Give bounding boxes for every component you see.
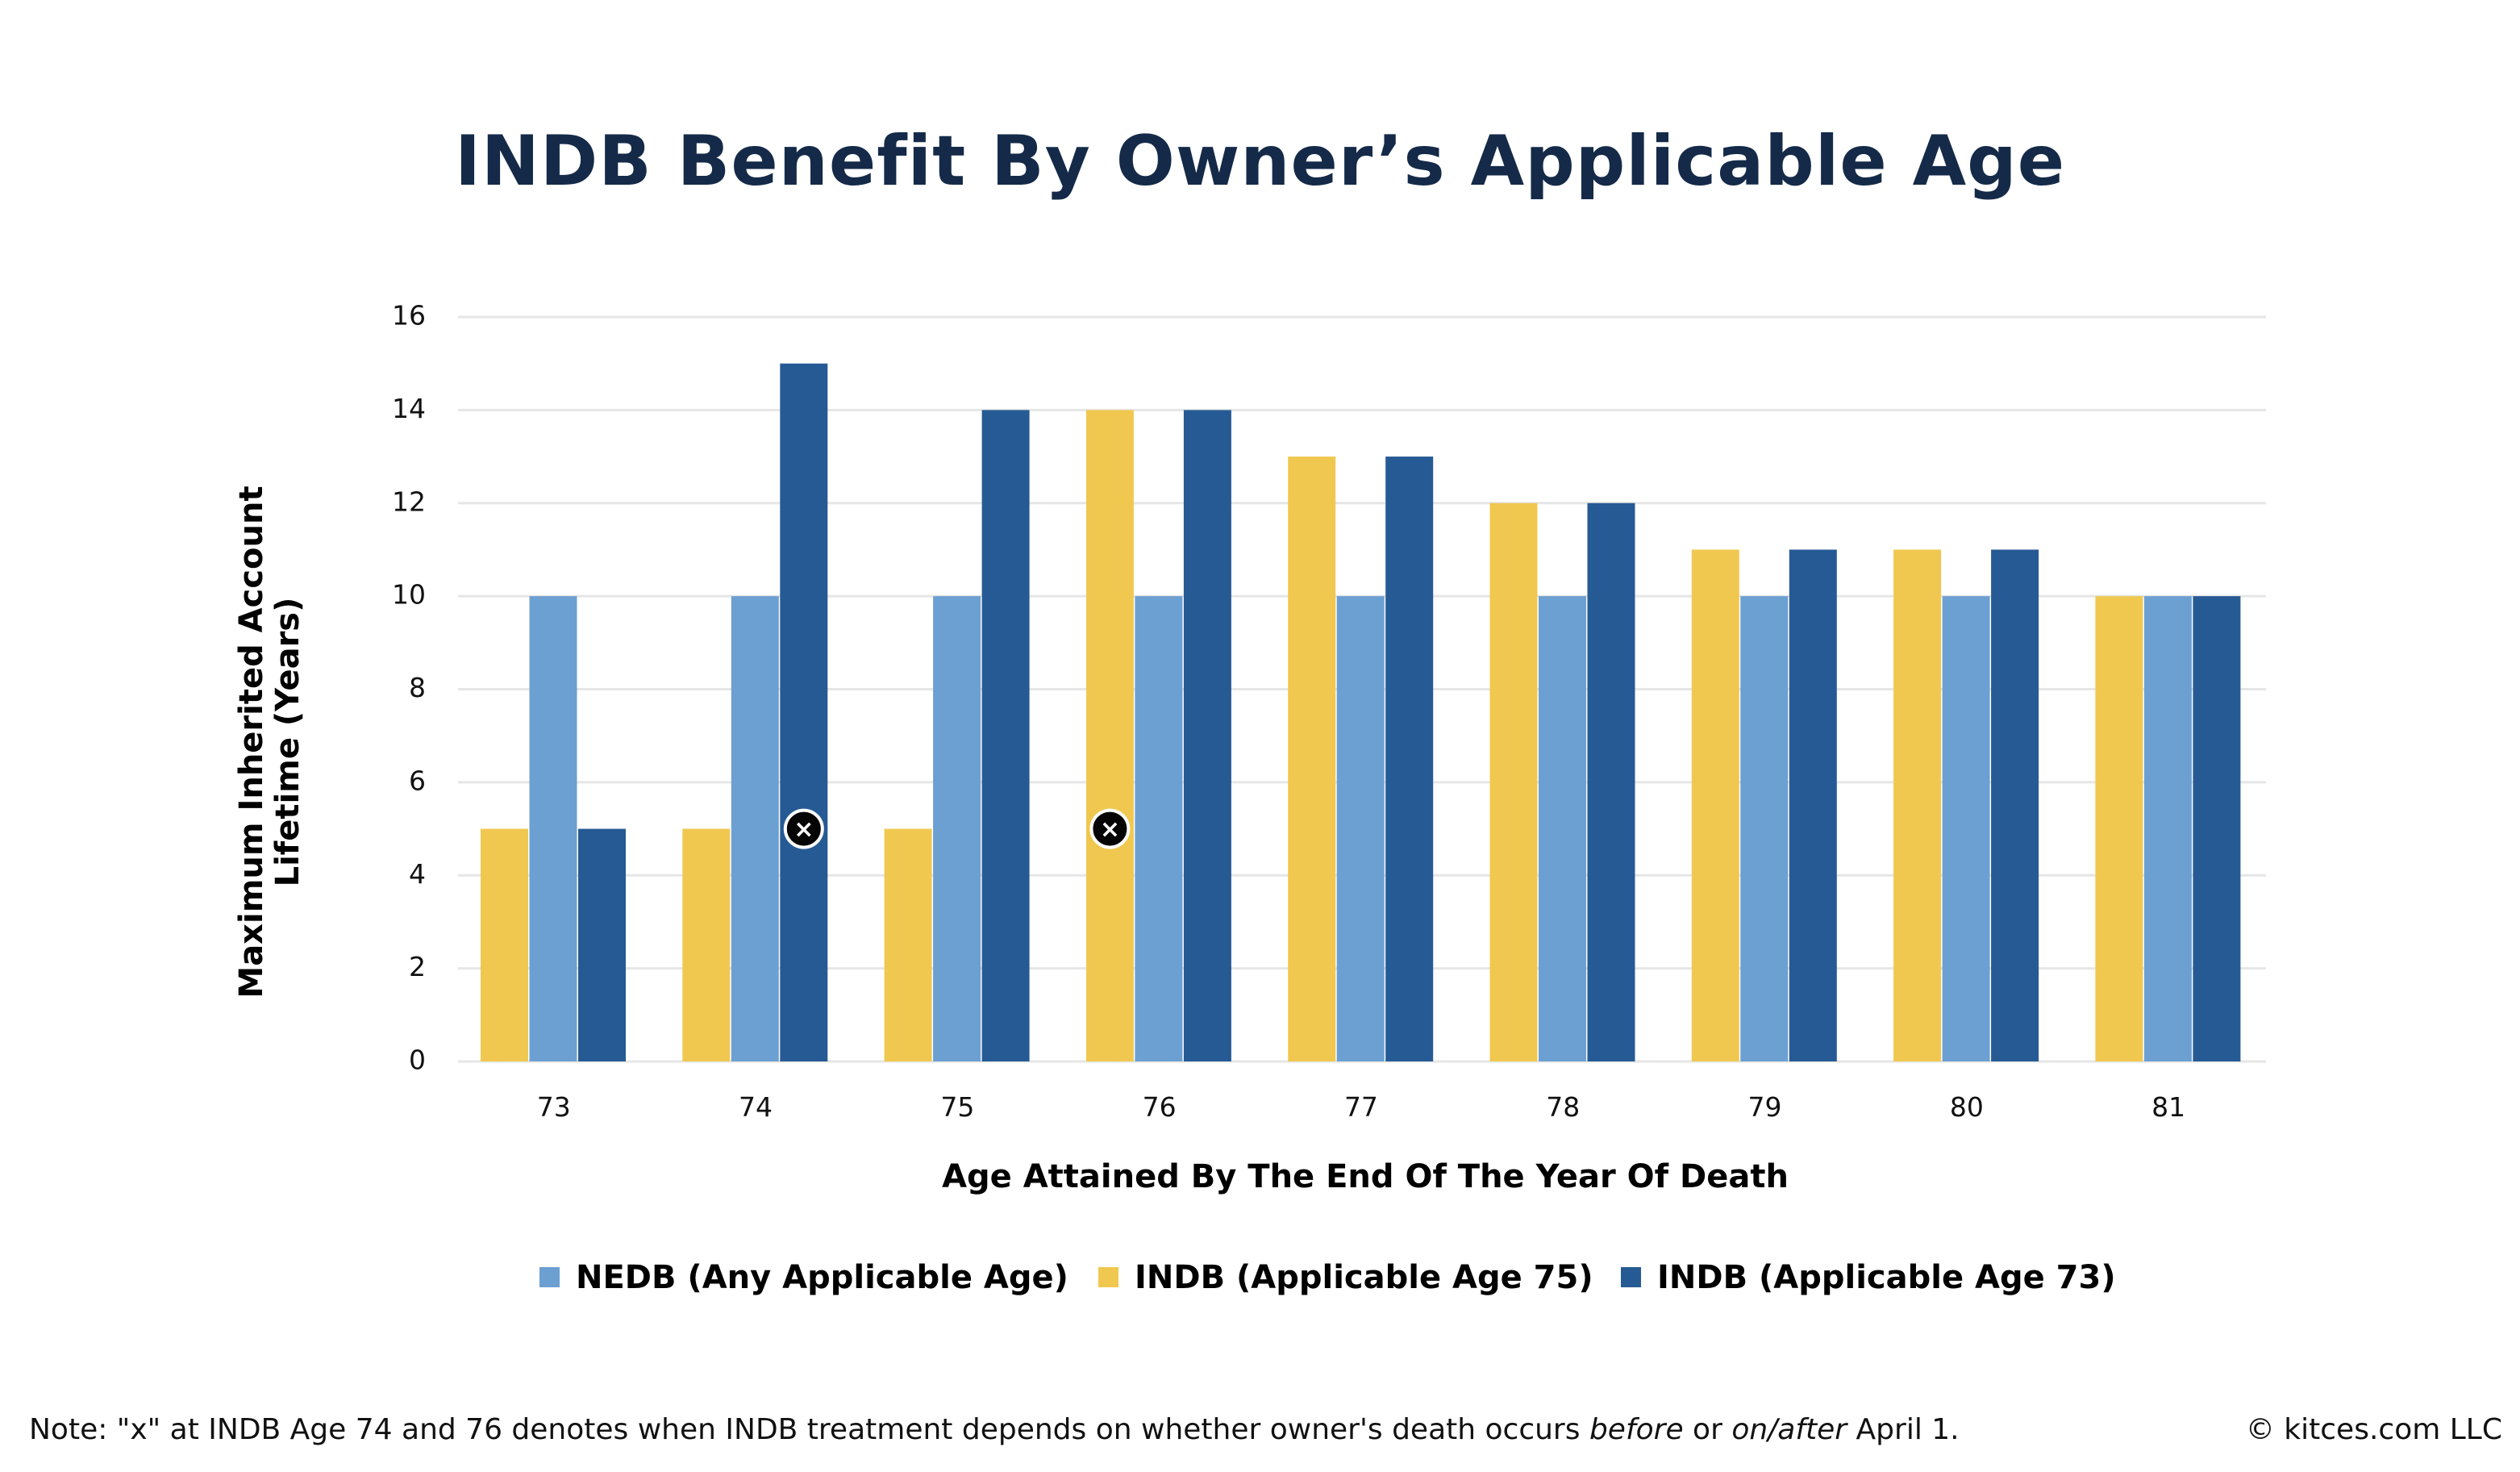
bar-nedb-any-applicable-age-76 [1135, 596, 1183, 1061]
bar-indb-applicable-age-73-75 [981, 410, 1030, 1061]
bar-indb-applicable-age-73-77 [1385, 457, 1434, 1061]
footnote: Note: "x" at INDB Age 74 and 76 denotes … [29, 1413, 1960, 1446]
x-tick-label: 75 [940, 1091, 974, 1123]
x-tick-label: 80 [1950, 1091, 1984, 1123]
y-tick-label: 4 [409, 858, 426, 890]
y-axis-label-line-2: Lifetime (Years) [269, 598, 306, 887]
bar-indb-applicable-age-75-81 [2095, 596, 2143, 1061]
x-marker-age-76: × [1089, 808, 1131, 849]
x-tick-label: 74 [739, 1091, 773, 1123]
x-axis-label: Age Attained By The End Of The Year Of D… [942, 1158, 1789, 1195]
annotation-markers: × × [783, 808, 1131, 849]
bar-indb-applicable-age-75-78 [1489, 502, 1538, 1061]
chart-title: INDB Benefit By Owner’s Applicable Age [454, 121, 2066, 202]
bar-indb-applicable-age-75-76 [1085, 410, 1134, 1061]
legend-item: NEDB (Any Applicable Age) [539, 1259, 1068, 1296]
bar-indb-applicable-age-73-80 [1991, 549, 2039, 1061]
bar-nedb-any-applicable-age-73 [529, 596, 577, 1061]
y-axis-label-line-1: Maximum Inherited Account [233, 486, 270, 998]
copyright-credit: © kitces.com LLC [2245, 1413, 2502, 1446]
footnote-text: or [1683, 1413, 1732, 1446]
legend-swatch [1621, 1267, 1641, 1287]
legend-label: INDB (Applicable Age 75) [1135, 1259, 1593, 1296]
bar-nedb-any-applicable-age-75 [933, 596, 981, 1061]
legend-swatch [1098, 1267, 1118, 1287]
y-tick-label: 6 [409, 765, 426, 796]
bar-indb-applicable-age-73-81 [2193, 596, 2241, 1061]
bar-indb-applicable-age-73-74 [780, 363, 828, 1061]
bar-indb-applicable-age-75-79 [1691, 549, 1739, 1061]
y-tick-label: 10 [392, 579, 426, 611]
bar-nedb-any-applicable-age-78 [1539, 596, 1586, 1061]
legend-label: INDB (Applicable Age 73) [1657, 1259, 2116, 1296]
bar-indb-applicable-age-75-80 [1893, 549, 1942, 1061]
bar-indb-applicable-age-75-77 [1288, 457, 1336, 1061]
y-tick-label: 2 [409, 951, 426, 982]
x-marker-age-74: × [783, 808, 824, 849]
bars [481, 363, 2241, 1061]
y-tick-label: 12 [392, 486, 426, 517]
footnote-emphasis: before [1589, 1413, 1684, 1446]
bar-indb-applicable-age-75-73 [481, 828, 528, 1061]
x-tick-label: 79 [1748, 1091, 1782, 1123]
x-tick-label: 76 [1143, 1091, 1177, 1123]
bar-nedb-any-applicable-age-74 [731, 596, 779, 1061]
x-tick-label: 73 [537, 1091, 571, 1123]
bar-nedb-any-applicable-age-77 [1336, 596, 1385, 1061]
bar-indb-applicable-age-73-79 [1789, 549, 1837, 1061]
y-tick-label: 14 [392, 393, 426, 424]
legend-label: NEDB (Any Applicable Age) [576, 1259, 1068, 1296]
footnote-text: April 1. [1847, 1413, 1960, 1446]
legend-item: INDB (Applicable Age 75) [1098, 1259, 1593, 1296]
close-x-icon: × [793, 815, 814, 844]
bar-nedb-any-applicable-age-81 [2143, 596, 2192, 1061]
bar-indb-applicable-age-73-73 [578, 828, 626, 1061]
bar-indb-applicable-age-73-76 [1183, 410, 1231, 1061]
marker-circle [1089, 808, 1131, 849]
x-tick-label: 78 [1546, 1091, 1580, 1123]
close-x-icon: × [1100, 815, 1120, 844]
x-axis-ticks: 73 74 75 76 77 78 79 80 81 [537, 1091, 2185, 1123]
legend-item: INDB (Applicable Age 73) [1621, 1259, 2116, 1296]
y-tick-label: 0 [409, 1045, 426, 1076]
y-axis-ticks: 0 2 4 6 8 10 12 14 16 [392, 300, 426, 1076]
footnote-emphasis: on/after [1731, 1413, 1847, 1446]
x-tick-label: 77 [1344, 1091, 1378, 1123]
y-tick-label: 8 [409, 672, 426, 703]
legend-swatch [539, 1267, 560, 1287]
legend: NEDB (Any Applicable Age) INDB (Applicabl… [539, 1259, 2116, 1296]
bar-nedb-any-applicable-age-79 [1740, 596, 1789, 1061]
bar-indb-applicable-age-75-75 [884, 828, 932, 1061]
bar-indb-applicable-age-75-74 [682, 828, 731, 1061]
footnote-text: Note: "x" at INDB Age 74 and 76 denotes … [29, 1413, 1589, 1446]
x-tick-label: 81 [2151, 1091, 2185, 1123]
bar-indb-applicable-age-73-78 [1587, 502, 1635, 1061]
bar-nedb-any-applicable-age-80 [1942, 596, 1990, 1061]
marker-circle [783, 808, 824, 849]
y-tick-label: 16 [392, 300, 426, 332]
